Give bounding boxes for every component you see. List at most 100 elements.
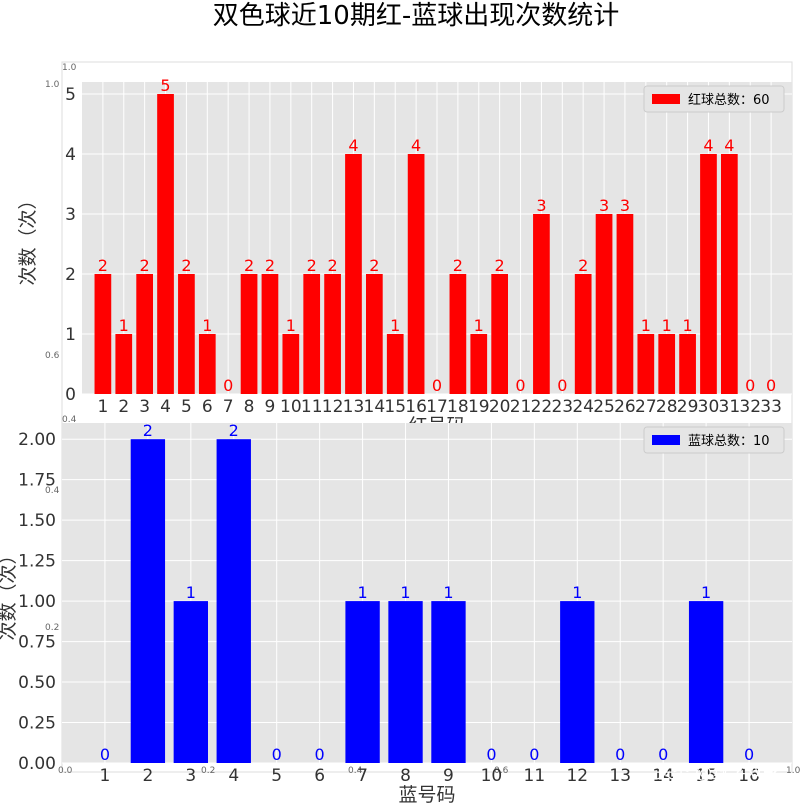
x-tick-label: 23 <box>551 397 573 417</box>
x-tick-label: 20 <box>489 397 511 417</box>
y-tick-label: 1.75 <box>18 471 56 491</box>
bar-value-label: 2 <box>327 256 337 275</box>
blue-legend-box <box>643 426 785 454</box>
bar-value-label: 1 <box>443 583 453 602</box>
red-legend: 红球总数：60 <box>643 85 785 113</box>
ghost-tick: 0.4 <box>62 415 77 425</box>
bar <box>431 601 466 763</box>
bar-value-label: 1 <box>641 316 651 335</box>
x-tick-label: 10 <box>280 397 302 417</box>
bar-value-label: 2 <box>98 256 108 275</box>
bar-value-label: 0 <box>223 376 233 395</box>
bar <box>216 439 251 763</box>
red-legend-label: 红球总数：60 <box>688 92 770 108</box>
bar-value-label: 1 <box>202 316 212 335</box>
bar-value-label: 0 <box>315 745 325 764</box>
blue-bars: 0 2 1 2 0 0 1 1 1 0 0 1 0 0 1 0 <box>100 421 754 764</box>
bar <box>94 274 112 394</box>
bar <box>178 274 195 394</box>
x-tick-label: 26 <box>614 397 636 417</box>
bar-value-label: 1 <box>572 583 582 602</box>
x-tick-label: 27 <box>635 397 657 417</box>
bar-value-label: 1 <box>357 583 367 602</box>
red-y-ticks: 0 1 2 3 4 5 <box>65 85 76 405</box>
bar <box>261 274 279 394</box>
x-tick-label: 16 <box>405 397 427 417</box>
x-tick-label: 33 <box>760 397 782 417</box>
ghost-tick: 1.0 <box>786 766 800 776</box>
blue-x-ticks: 1 2 3 4 5 6 7 8 9 10 11 12 13 14 15 16 <box>100 766 760 786</box>
bar <box>721 154 738 394</box>
x-tick-label: 14 <box>652 766 674 786</box>
bar-value-label: 1 <box>390 316 400 335</box>
bar <box>470 334 488 394</box>
blue-y-ticks: 0.00 0.25 0.50 0.75 1.00 1.25 1.50 1.75 2.00 <box>18 430 56 774</box>
y-tick-label: 0.00 <box>18 754 56 774</box>
x-tick-label: 30 <box>698 397 720 417</box>
bar <box>688 601 724 763</box>
x-tick-label: 28 <box>656 397 678 417</box>
bar <box>173 601 208 763</box>
x-tick-label: 17 <box>426 397 448 417</box>
x-tick-label: 9 <box>443 766 454 786</box>
bar-value-label: 0 <box>766 376 776 395</box>
bar <box>700 154 717 394</box>
y-tick-label: 1.50 <box>18 511 56 531</box>
x-tick-label: 7 <box>357 766 368 786</box>
y-tick-label: 1.00 <box>18 592 56 612</box>
bar-value-label: 0 <box>432 376 442 395</box>
x-tick-label: 18 <box>447 397 469 417</box>
ghost-axes: 1.0 1.0 0.6 0.4 0.4 0.2 0.0 0.2 0.4 0.6 … <box>45 61 800 776</box>
bar <box>324 274 341 394</box>
bar-value-label: 1 <box>400 583 410 602</box>
ghost-tick: 0.0 <box>58 766 73 776</box>
bar-value-label: 3 <box>620 196 630 215</box>
bar-value-label: 4 <box>703 136 713 155</box>
x-tick-label: 5 <box>271 766 282 786</box>
x-tick-label: 4 <box>228 766 239 786</box>
x-tick-label: 9 <box>265 397 276 417</box>
bar-value-label: 1 <box>701 583 711 602</box>
bar-value-label: 2 <box>453 256 463 275</box>
bar-value-label: 4 <box>724 136 734 155</box>
bar-value-label: 4 <box>411 136 421 155</box>
x-tick-label: 5 <box>181 397 192 417</box>
bar <box>658 334 676 394</box>
blue-legend-label: 蓝球总数：10 <box>688 434 770 449</box>
bar-value-label: 2 <box>143 421 153 440</box>
x-tick-label: 21 <box>510 397 532 417</box>
x-tick-label: 3 <box>185 766 196 786</box>
bar-value-label: 4 <box>348 136 358 155</box>
ghost-tick: 0.6 <box>494 766 509 776</box>
ghost-tick: 0.4 <box>348 766 363 776</box>
bar <box>637 334 655 394</box>
x-tick-label: 6 <box>314 766 325 786</box>
ghost-tick: 0.2 <box>201 766 215 776</box>
x-tick-label: 8 <box>244 397 255 417</box>
bar-value-label: 1 <box>662 316 672 335</box>
bar <box>407 154 425 394</box>
x-tick-label: 6 <box>202 397 213 417</box>
bar-value-label: 0 <box>529 745 539 764</box>
bar-value-label: 3 <box>536 196 546 215</box>
x-tick-label: 11 <box>301 397 323 417</box>
y-tick-label: 0.75 <box>18 633 56 653</box>
bar-value-label: 0 <box>658 745 668 764</box>
x-tick-label: 1 <box>100 766 111 786</box>
x-tick-label: 10 <box>481 766 503 786</box>
y-tick-label: 0.50 <box>18 673 56 693</box>
blue-plot-area <box>62 423 792 763</box>
red-legend-swatch <box>652 94 680 104</box>
bar-value-label: 0 <box>515 376 525 395</box>
ghost-tick: 1.0 <box>62 63 77 73</box>
x-tick-label: 15 <box>695 766 717 786</box>
x-tick-label: 16 <box>738 766 760 786</box>
red-x-ticks: 1 2 3 4 5 6 7 8 9 10 11 12 13 14 15 16 17 18 19 20 21 22 23 24 2… <box>97 397 781 417</box>
bar-value-label: 2 <box>307 256 317 275</box>
x-tick-label: 19 <box>468 397 490 417</box>
bar <box>616 214 634 394</box>
bar <box>388 601 423 763</box>
bar-value-label: 0 <box>100 745 110 764</box>
